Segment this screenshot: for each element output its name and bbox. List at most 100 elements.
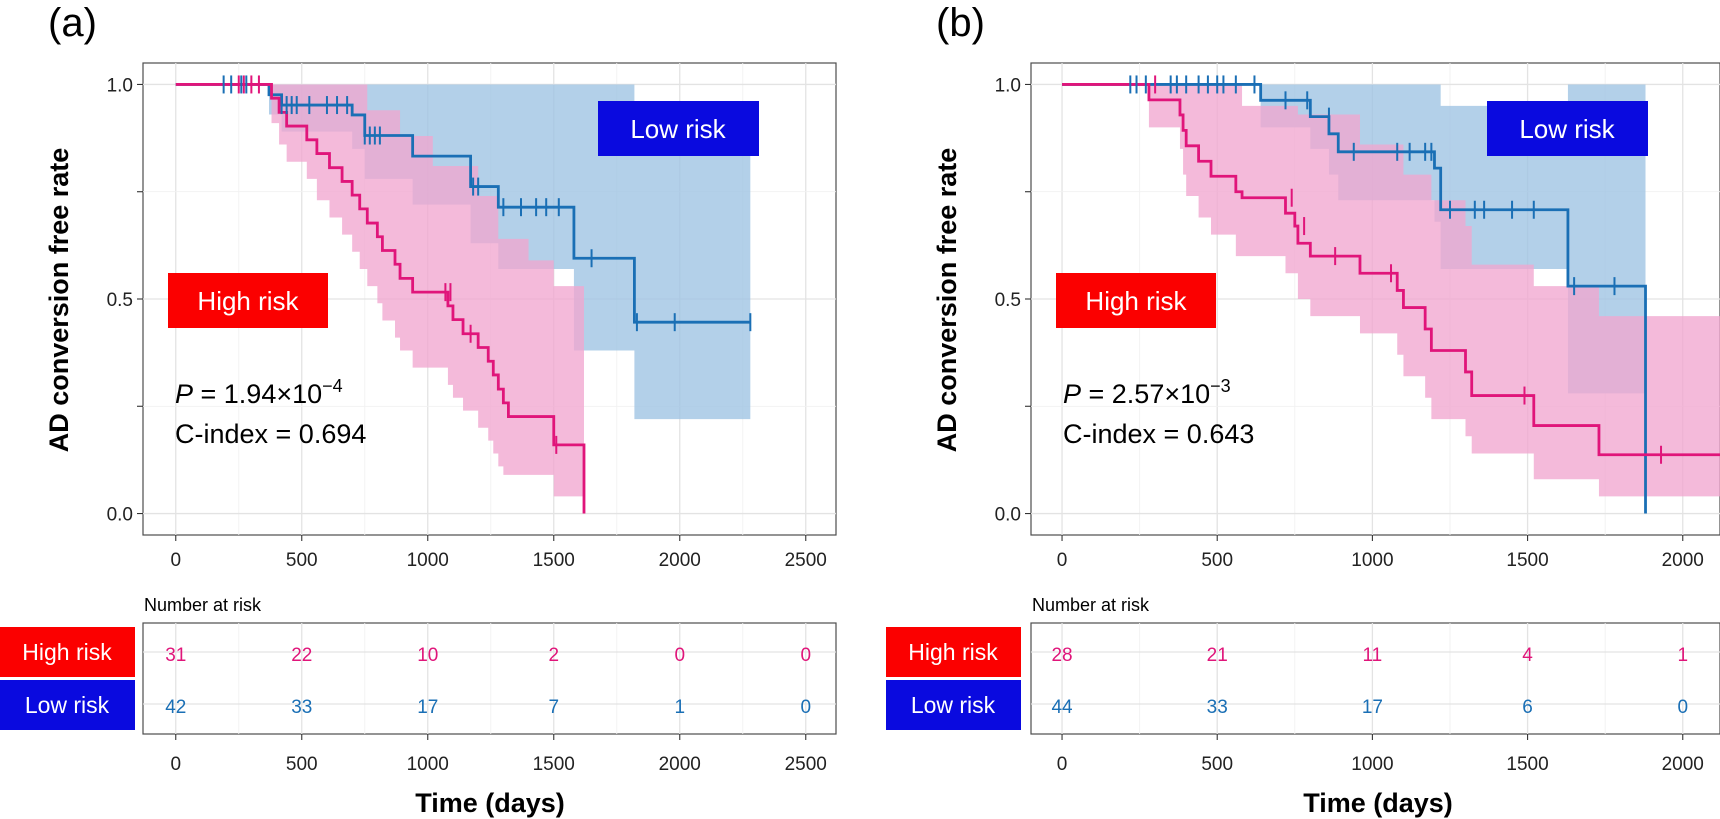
risk-table-grid-b bbox=[1031, 623, 1720, 734]
risk-count: 17 bbox=[417, 697, 438, 718]
survival-curve-low-risk bbox=[1062, 83, 1647, 514]
risk-count: 1 bbox=[674, 697, 685, 718]
p-value-b: P = 2.57×10−3 bbox=[1063, 376, 1231, 409]
x-tick-label: 0 bbox=[170, 550, 181, 571]
x-tick-label: 0 bbox=[1057, 550, 1068, 571]
y-tick-label: 0.0 bbox=[107, 505, 133, 526]
risk-count: 2 bbox=[548, 645, 559, 666]
censor-marks-b bbox=[1129, 75, 1663, 464]
risk-table-ticks-b: 0 500 1000 1500 2000 bbox=[1057, 734, 1704, 775]
legend-high-risk-b bbox=[1056, 273, 1216, 328]
risk-counts-b: 28 21 11 4 1 44 33 17 6 0 bbox=[1051, 645, 1688, 718]
confidence-band-high-risk bbox=[1062, 84, 1720, 497]
x-tick-label: 2000 bbox=[659, 550, 701, 571]
risk-row-high-a bbox=[0, 627, 135, 677]
risk-count: 0 bbox=[800, 645, 811, 666]
x-tick-label: 2000 bbox=[1662, 550, 1704, 571]
risk-count: 11 bbox=[1363, 645, 1383, 666]
risk-table-ticks-a: 0 500 1000 1500 2000 2500 bbox=[170, 734, 827, 775]
table-x-tick-label: 0 bbox=[1057, 754, 1068, 775]
risk-row-low-b bbox=[886, 680, 1021, 730]
legend-low-risk-a bbox=[598, 101, 759, 156]
risk-row-low-label-a: Low risk bbox=[25, 692, 110, 718]
table-x-tick-label: 2000 bbox=[1662, 754, 1704, 775]
y-tick-label: 1.0 bbox=[995, 75, 1021, 96]
legend-low-risk-label-b: Low risk bbox=[1519, 114, 1615, 144]
risk-counts-a: 31 22 10 2 0 042 33 17 7 1 0 bbox=[165, 645, 811, 718]
x-tick-label: 2500 bbox=[785, 550, 827, 571]
x-tick-label: 500 bbox=[286, 550, 318, 571]
table-x-tick-label: 2500 bbox=[785, 754, 827, 775]
y-tick-label: 1.0 bbox=[107, 75, 133, 96]
risk-count: 4 bbox=[1522, 645, 1533, 666]
risk-row-high-label-b: High risk bbox=[908, 639, 998, 665]
table-x-tick-label: 500 bbox=[1201, 754, 1233, 775]
confidence-band-high-risk bbox=[175, 84, 584, 497]
y-axis-label-b: AD conversion free rate bbox=[932, 148, 962, 453]
y-tick-label: 0.5 bbox=[995, 290, 1021, 311]
table-x-tick-label: 500 bbox=[286, 754, 318, 775]
risk-count: 0 bbox=[674, 645, 685, 666]
x-tick-label: 1000 bbox=[1351, 550, 1393, 571]
risk-row-low-label-b: Low risk bbox=[911, 692, 996, 718]
panel-a: (a) 0.00.51.00 500 1000 1500 2000 2500 AD con… bbox=[0, 1, 837, 818]
risk-count: 22 bbox=[291, 645, 312, 666]
risk-count: 10 bbox=[417, 645, 438, 666]
risk-count: 42 bbox=[165, 697, 186, 718]
confidence-band-low-risk bbox=[175, 84, 751, 420]
x-tick-label: 1500 bbox=[533, 550, 575, 571]
survival-curves-b bbox=[1062, 83, 1720, 514]
y-axis-label-a: AD conversion free rate bbox=[44, 148, 74, 453]
y-tick-label: 0.5 bbox=[107, 290, 133, 311]
risk-row-low-a bbox=[0, 680, 135, 730]
y-tick-label: 0.0 bbox=[995, 505, 1021, 526]
risk-row-high-b bbox=[886, 627, 1021, 677]
panel-b-label: (b) bbox=[936, 1, 985, 45]
x-axis-label-a: Time (days) bbox=[415, 788, 565, 818]
panel-b: (b) 0.0 0.5 1.0 0 500 1000 1500 2000 AD convers… bbox=[886, 1, 1720, 818]
risk-table-grid-a bbox=[143, 623, 836, 734]
p-value-a: P = 1.94×10−4 bbox=[175, 376, 343, 409]
axis-ticks-a: 0.0 0.5 1.0 0 500 1000 1500 2000 2500 bbox=[107, 75, 827, 571]
legend-low-risk-label-a: Low risk bbox=[630, 114, 726, 144]
confidence-bands-b bbox=[1062, 84, 1720, 497]
table-x-tick-label: 1000 bbox=[407, 754, 449, 775]
panel-a-label: (a) bbox=[48, 1, 97, 45]
survival-curve-high-risk bbox=[175, 83, 586, 514]
table-x-tick-label: 1500 bbox=[533, 754, 575, 775]
x-tick-label: 500 bbox=[1201, 550, 1233, 571]
risk-table-title-a: Number at risk bbox=[144, 595, 262, 615]
legend-high-risk-label-a: High risk bbox=[197, 286, 299, 316]
table-x-tick-label: 2000 bbox=[659, 754, 701, 775]
risk-count: 7 bbox=[548, 697, 559, 718]
risk-count: 33 bbox=[1207, 697, 1228, 718]
confidence-bands-a bbox=[175, 84, 751, 497]
risk-table-a bbox=[142, 622, 837, 735]
x-axis-label-b: Time (days) bbox=[1303, 788, 1453, 818]
censor-marks-a bbox=[222, 75, 752, 454]
table-x-tick-label: 1500 bbox=[1506, 754, 1548, 775]
legend-high-risk-a bbox=[168, 273, 328, 328]
risk-count: 6 bbox=[1522, 697, 1533, 718]
c-index-b: C-index = 0.643 bbox=[1063, 419, 1254, 449]
risk-count: 31 bbox=[165, 645, 186, 666]
axis-ticks-b: 0.0 0.5 1.0 0 500 1000 1500 2000 bbox=[995, 75, 1704, 571]
survival-curve-high-risk bbox=[1062, 83, 1720, 457]
risk-count: 17 bbox=[1362, 697, 1383, 718]
x-tick-label: 1000 bbox=[407, 550, 449, 571]
table-x-tick-label: 1000 bbox=[1351, 754, 1393, 775]
x-tick-label: 1500 bbox=[1506, 550, 1548, 571]
legend-high-risk-label-b: High risk bbox=[1085, 286, 1187, 316]
risk-count: 0 bbox=[1677, 697, 1688, 718]
risk-count: 28 bbox=[1051, 645, 1072, 666]
table-x-tick-label: 0 bbox=[170, 754, 181, 775]
risk-count: 0 bbox=[800, 697, 811, 718]
risk-row-high-label-a: High risk bbox=[22, 639, 112, 665]
risk-table-title-b: Number at risk bbox=[1032, 595, 1150, 615]
confidence-band-low-risk bbox=[1062, 84, 1646, 394]
risk-count: 33 bbox=[291, 697, 312, 718]
legend-low-risk-b bbox=[1487, 101, 1648, 156]
c-index-a: C-index = 0.694 bbox=[175, 419, 366, 449]
risk-count: 21 bbox=[1207, 645, 1228, 666]
